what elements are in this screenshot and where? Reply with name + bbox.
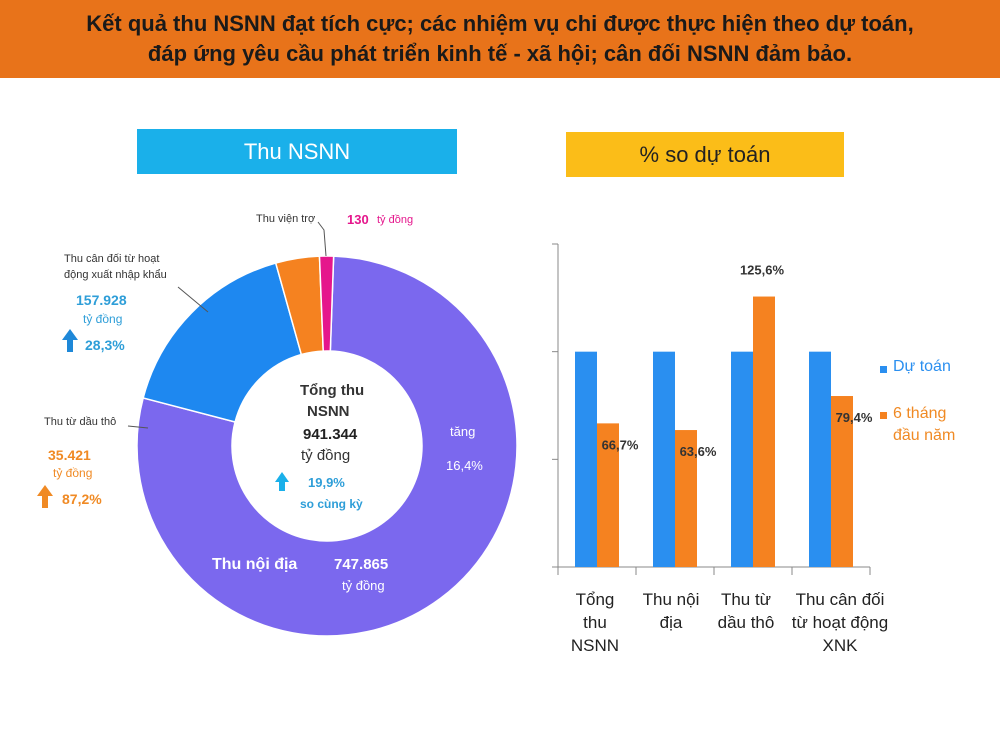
xnk-up-arrow-icon-stem: [67, 339, 73, 352]
dau-tho-value: 35.421: [48, 447, 91, 463]
leader-line-vien-tro: [317, 221, 327, 257]
dau-tho-up-arrow-icon: [37, 485, 53, 496]
data-label-2: 125,6%: [740, 263, 785, 278]
dau-tho-label: Thu từ dầu thô: [44, 416, 117, 428]
center-growth-note: so cùng kỳ: [300, 497, 363, 511]
header-line-1: Kết quả thu NSNN đạt tích cực; các nhiệm…: [86, 11, 914, 36]
bar-6thang-0: [597, 423, 619, 567]
leader-line-dau-tho: [127, 425, 149, 429]
dau-tho-unit: tỷ đồng: [53, 466, 93, 480]
bar-6thang-3: [831, 396, 853, 567]
bar-chart-title: % so dự toán: [566, 132, 844, 177]
legend-6thang-label-line2: đầu năm: [893, 427, 956, 444]
legend-6thang-swatch: [880, 412, 887, 419]
bar-dutoan-1: [653, 351, 675, 567]
bar-6thang-2: [753, 296, 775, 567]
noi-dia-unit: tỷ đồng: [342, 578, 385, 593]
legend-6thang-label-line1: 6 tháng: [893, 405, 947, 422]
slice-vien-tro: [318, 255, 335, 352]
data-label-0: 66,7%: [602, 437, 639, 452]
slice-xnk: [142, 262, 303, 423]
legend-dutoan-label: Dự toán: [893, 358, 951, 375]
center-growth: 19,9%: [308, 475, 345, 490]
x-category-label-3: Thu cân đối từ hoạt động XNK: [791, 590, 889, 655]
xnk-label-line1: Thu cân đối từ hoạt: [64, 253, 160, 265]
x-category-label-2: Thu từ dầu thô: [717, 590, 775, 632]
vien-tro-value: 130: [347, 212, 369, 227]
dau-tho-up-arrow-icon-stem: [42, 495, 48, 508]
header-line-2: đáp ứng yêu cầu phát triển kinh tế - xã …: [147, 41, 853, 66]
slice-noi-dia: [136, 255, 518, 637]
dau-tho-growth: 87,2%: [62, 491, 102, 507]
noi-dia-growth: 16,4%: [446, 458, 483, 473]
up-arrow-icon: [275, 472, 289, 482]
x-category-label-0: Tổng thu NSNN: [570, 590, 620, 655]
bar-dutoan-3: [809, 351, 831, 567]
noi-dia-label: Thu nội địa: [212, 556, 298, 573]
bar-dutoan-2: [731, 351, 753, 567]
center-total-value: 941.344: [303, 426, 358, 443]
noi-dia-value: 747.865: [334, 556, 389, 573]
center-total-line1: Tổng thu: [300, 382, 365, 399]
center-total-unit: tỷ đồng: [301, 447, 351, 464]
bar-dutoan-0: [575, 351, 597, 567]
data-label-1: 63,6%: [680, 444, 717, 459]
vien-tro-label: Thu viện trợ: [256, 213, 316, 225]
vien-tro-unit: tỷ đồng: [377, 214, 414, 226]
xnk-label-line2: động xuất nhập khẩu: [64, 269, 167, 281]
leader-line-xnk: [177, 286, 209, 313]
up-arrow-icon-stem: [279, 481, 285, 491]
xnk-value: 157.928: [76, 292, 127, 308]
legend-dutoan-swatch: [880, 366, 887, 373]
center-total-line2: NSNN: [307, 403, 350, 420]
xnk-growth: 28,3%: [85, 337, 125, 353]
header-banner: Kết quả thu NSNN đạt tích cực; các nhiệm…: [0, 0, 1000, 78]
xnk-unit: tỷ đồng: [83, 312, 123, 326]
noi-dia-growth-label: tăng: [450, 424, 476, 439]
x-category-label-1: Thu nội địa: [642, 590, 700, 632]
donut-title: Thu NSNN: [137, 129, 457, 174]
bar-6thang-1: [675, 430, 697, 567]
data-label-3: 79,4%: [836, 410, 873, 425]
xnk-up-arrow-icon: [62, 329, 78, 340]
